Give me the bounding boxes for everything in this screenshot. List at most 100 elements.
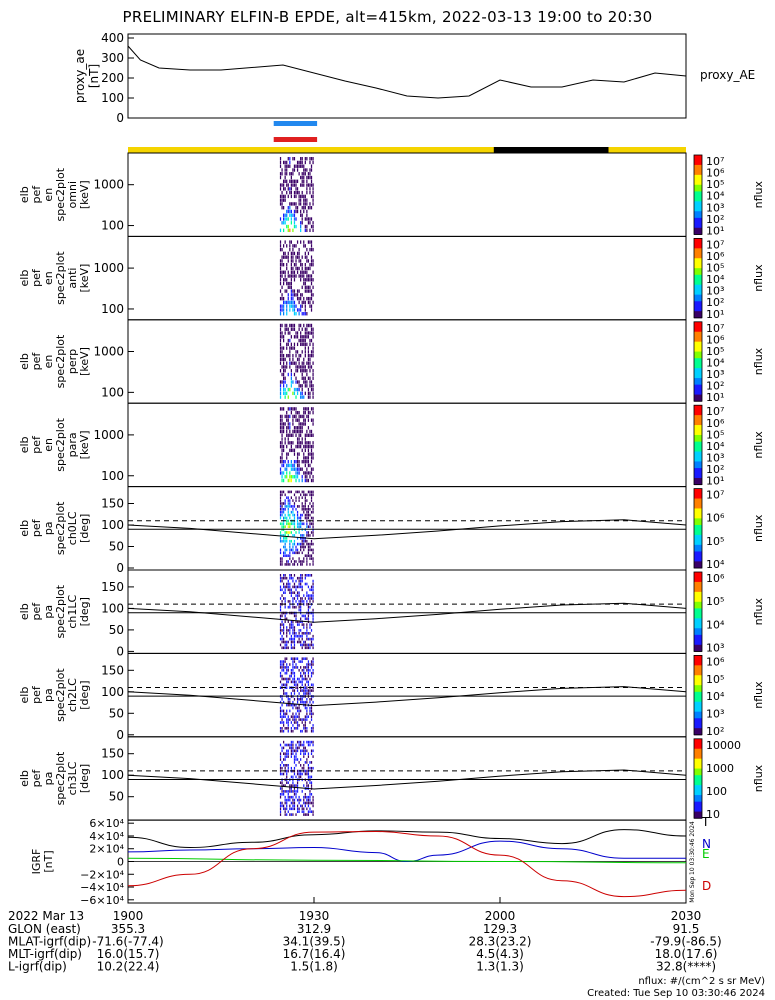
time-tick-label: 2000 [485,909,516,923]
panel-6-spectrogram-cell [298,582,300,586]
panel-6-spectrogram-cell [300,608,302,612]
panel-1-spectrogram-cell [292,168,294,172]
panel-4-spectrogram-cell [286,463,288,468]
panel-2-spectrogram-cell [290,270,292,274]
panel-2-spectrogram-cell [301,274,303,278]
panel-8-spectrogram-cell [296,810,299,814]
panel-3-spectrogram-cell [284,357,286,362]
panel-1-spectrogram-cell [287,209,289,214]
panel-1-spectrogram-cell [303,172,305,176]
panel-1-colorbar-segment [694,194,702,199]
panel-5-colorbar-segment [694,524,702,529]
panel-6-colorbar-segment [694,641,702,646]
panel-2-spectrogram-cell [309,247,311,252]
panel-2-spectrogram-cell [304,308,306,312]
panel-1-spectrogram-cell [296,206,299,210]
panel-3-spectrogram-cell [303,376,305,380]
time-tick-label: 1930 [299,909,330,923]
panel-7-ylabel: spec2plot [54,668,67,722]
panel-6-spectrogram-cell [312,617,314,621]
panel-4-colorbar-tick: 10⁴ [706,440,725,453]
panel-2-colorbar-segment [694,251,702,256]
orbit-row-value: 1.5(1.8) [290,960,338,974]
panel-4-spectrogram-cell [287,433,289,437]
panel-3-spectrogram-cell [301,361,303,365]
panel-6-spectrogram-cell [310,623,313,626]
panel-1-spectrogram-cell [283,228,285,233]
panel-1-spectrogram-cell [301,183,303,187]
panel-2-spectrogram-cell [303,296,305,301]
panel-3-spectrogram-cell [284,395,286,399]
panel-6-spectrogram-cell [292,600,294,603]
panel-3-spectrogram-cell [296,380,299,384]
panel-7-spectrogram-cell [310,706,313,710]
panel-1-spectrogram-cell [284,179,286,184]
panel-3-ylabel: elb [18,353,31,370]
panel-5-spectrogram-cell [309,545,311,549]
panel-7-spectrogram-cell [287,669,289,672]
panel-6-spectrogram-cell [303,640,305,644]
panel-2-colorbar-segment [694,304,702,309]
panel-5-spectrogram-cell [281,522,283,526]
panel-3-spectrogram-cell [290,346,292,350]
panel-3-spectrogram-cell [290,384,292,388]
panel-7-spectrogram-cell [304,729,306,733]
panel-8-spectrogram-cell [298,761,300,764]
panel-7-spectrogram-cell [303,677,305,681]
panel-3-spectrogram-cell [283,346,285,350]
date-label: 2022 Mar 13 [8,909,84,923]
panel-2-spectrogram-cell [290,300,292,305]
panel-3-spectrogram-cell [312,376,314,380]
panel-5-colorbar-segment [694,491,702,496]
panel-7-spectrogram-cell [304,715,306,719]
panel-8-spectrogram-cell [303,784,305,787]
panel-8-spectrogram-cell [301,807,303,811]
panel-1-spectrogram-cell [304,194,306,199]
panel-1-spectrogram-cell [293,213,296,217]
panel-6-colorbar-segment [694,575,702,580]
panel-8-spectrogram-cell [290,807,292,811]
panel-4-spectrogram-cell [287,478,289,483]
panel-5-spectrogram-cell [301,513,303,517]
panel-2-spectrogram-cell [306,255,308,259]
panel-2-spectrogram-cell [306,289,308,293]
panel-5-spectrogram-cell [292,534,294,537]
panel-5-spectrogram-cell [306,534,308,537]
panel-4-spectrogram-cell [295,444,297,449]
panel-5-spectrogram-cell [283,516,285,520]
panel-6-loss-cone-line [127,602,687,623]
panel-4-spectrogram-cell [303,414,305,419]
panel-8-spectrogram-cell [287,764,289,767]
panel-5-spectrogram-cell [287,531,289,534]
panel-1-spectrogram-cell [309,160,311,165]
panel-8-spectrogram-cell [300,752,302,756]
panel-7-spectrogram-cell [283,709,285,713]
panel-4-spectrogram-cell [312,407,314,411]
panel-6-spectrogram-cell [310,597,313,600]
panel-7-spectrogram-cell [310,715,313,719]
panel-8-spectrogram-cell [284,743,286,747]
panel-5-spectrogram-cell [281,510,283,514]
panel-8-spectrogram-cell [307,766,310,770]
panel-8-spectrogram-cell [295,758,297,761]
panel-8-spectrogram-cell [279,752,282,756]
panel-1-spectrogram-cell [284,213,286,217]
panel-8-colorbar-tick: 10 [706,808,720,821]
panel-8-spectrogram-cell [281,761,283,764]
panel-7-colorbar-segment [694,728,702,732]
panel-6-spectrogram-cell [293,585,296,589]
panel-3-spectrogram-cell [289,357,291,362]
panel-3-spectrogram-cell [287,372,289,377]
panel-3-spectrogram-cell [279,323,282,328]
panel-1-spectrogram-cell [283,187,285,191]
panel-2-spectrogram-cell [303,278,305,282]
panel-4-spectrogram-cell [281,433,283,437]
panel-2-colorbar-segment [694,291,702,296]
panel-3-spectrogram-cell [283,335,285,339]
panel-4-spectrogram-cell [289,426,291,430]
panel-2-spectrogram-cell [286,244,288,248]
panel-4-spectrogram-cell [292,448,294,453]
panel-6-spectrogram-cell [289,585,291,589]
panel-6-spectrogram-cell [292,585,294,589]
panel-1-spectrogram-cell [283,183,285,187]
